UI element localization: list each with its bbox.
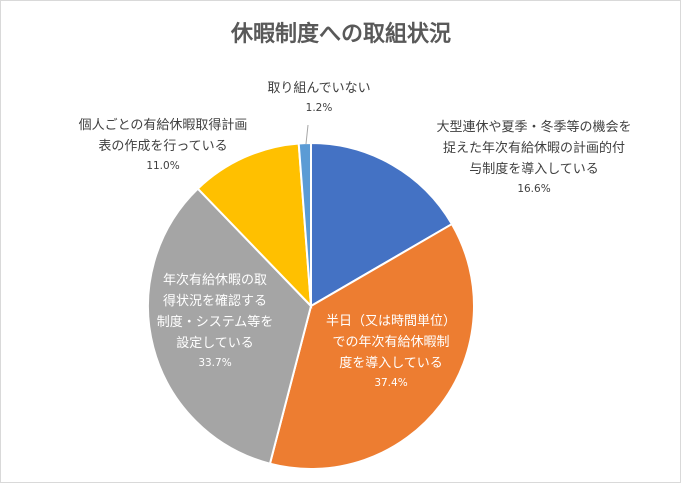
slice-value-half-day-leave: 37.4% xyxy=(374,377,407,389)
slice-labels: 大型連休や夏季・冬季等の機会を捉えた年次有給休暇の計画的付与制度を導入している 1… xyxy=(79,81,632,389)
pie-slice-half-day-leave xyxy=(268,222,475,470)
slice-label-individual-plan: 個人ごとの有給休暇取得計画表の作成を行っている 11.0% xyxy=(79,117,248,172)
slice-value-individual-plan: 11.0% xyxy=(146,160,179,172)
leader-line-no-action xyxy=(305,124,309,145)
slice-label-tracking-system: 年次有給休暇の取得状況を確認する制度・システム等を設定している 33.7% xyxy=(157,272,274,369)
pie-slice-tracking-system xyxy=(147,187,313,465)
slice-value-no-action: 1.2% xyxy=(306,102,333,114)
pie-slice-individual-plan xyxy=(196,142,313,309)
pie-slice-planned-leave xyxy=(310,141,454,308)
chart-title: 休暇制度への取組状況 xyxy=(230,21,451,47)
slice-label-no-action: 取り組んでいない 1.2% xyxy=(267,81,370,114)
slice-label-planned-leave: 大型連休や夏季・冬季等の機会を捉えた年次有給休暇の計画的付与制度を導入している 1… xyxy=(436,119,631,195)
slice-value-tracking-system: 33.7% xyxy=(198,357,231,369)
pie-slice-no-action xyxy=(297,141,312,307)
slice-label-half-day-leave: 半日（又は時間単位）での年次有給休暇制度を導入している 37.4% xyxy=(326,313,456,389)
pie-slices xyxy=(147,141,475,470)
slice-value-planned-leave: 16.6% xyxy=(517,183,550,195)
